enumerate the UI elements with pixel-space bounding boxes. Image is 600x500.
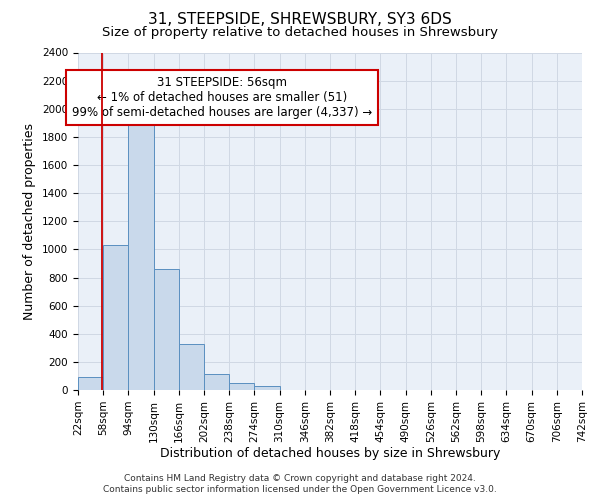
Bar bbox=[154, 269, 179, 390]
Bar bbox=[204, 374, 229, 390]
Bar bbox=[229, 384, 254, 390]
Text: 31, STEEPSIDE, SHREWSBURY, SY3 6DS: 31, STEEPSIDE, SHREWSBURY, SY3 6DS bbox=[148, 12, 452, 28]
Bar bbox=[128, 124, 154, 390]
Bar bbox=[103, 245, 128, 390]
Bar bbox=[78, 378, 103, 390]
Text: 31 STEEPSIDE: 56sqm
← 1% of detached houses are smaller (51)
99% of semi-detache: 31 STEEPSIDE: 56sqm ← 1% of detached hou… bbox=[71, 76, 372, 119]
Bar bbox=[254, 386, 280, 390]
Text: Size of property relative to detached houses in Shrewsbury: Size of property relative to detached ho… bbox=[102, 26, 498, 39]
Bar bbox=[179, 344, 204, 390]
Y-axis label: Number of detached properties: Number of detached properties bbox=[23, 122, 37, 320]
Text: Contains HM Land Registry data © Crown copyright and database right 2024.
Contai: Contains HM Land Registry data © Crown c… bbox=[103, 474, 497, 494]
X-axis label: Distribution of detached houses by size in Shrewsbury: Distribution of detached houses by size … bbox=[160, 448, 500, 460]
